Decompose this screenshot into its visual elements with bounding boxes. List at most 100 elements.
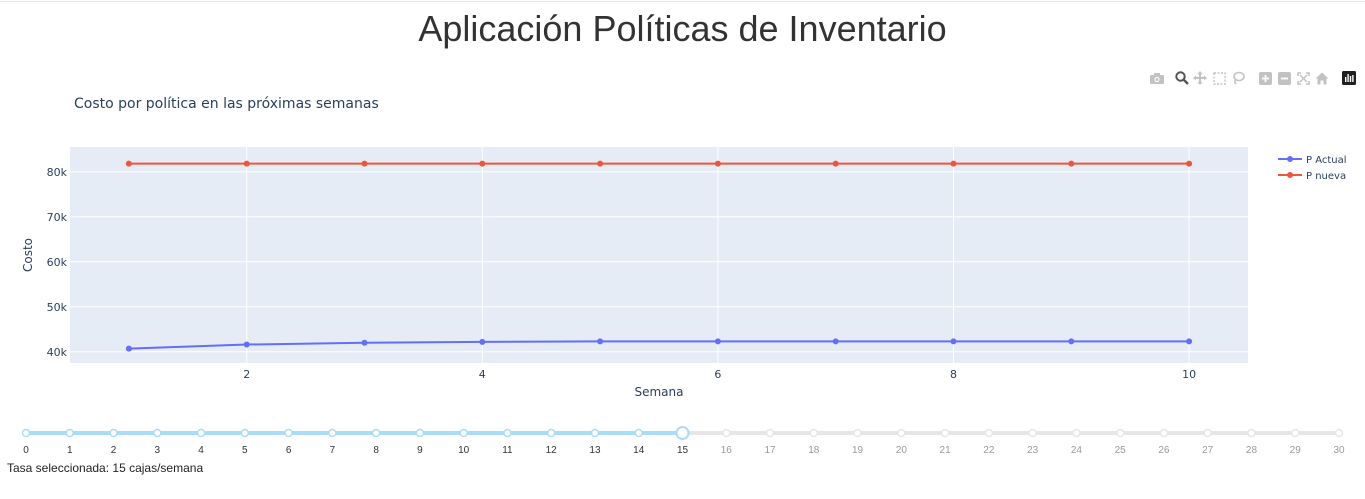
data-point-p-actual[interactable] [361,339,368,346]
slider-marks [21,428,1344,438]
legend-label: P Actual [1306,155,1347,166]
slider-tick-label: 12 [546,445,558,456]
data-point-p-actual[interactable] [243,341,250,348]
legend-item-p-nueva[interactable]: P nueva [1278,171,1346,182]
slider-tick-label: 16 [721,445,733,456]
data-point-p-nueva[interactable] [125,160,132,167]
x-axis-title: Semana [634,385,683,399]
slider-mark [634,428,643,438]
camera-icon[interactable] [1149,70,1165,86]
zoom-icon[interactable] [1174,70,1190,86]
slider-tick-label: 25 [1115,445,1127,456]
legend-label: P nueva [1306,171,1346,182]
slider-tick-label: 19 [852,445,864,456]
zoom-out-icon[interactable] [1276,70,1292,86]
slider-mark [809,428,819,438]
y-tick-label: 70k [47,211,68,224]
slider-mark [328,428,337,438]
top-divider [0,1,1365,2]
slider-mark [284,428,293,438]
slider-tick-label: 5 [242,445,248,456]
data-point-p-actual[interactable] [950,338,957,345]
pan-icon[interactable] [1192,70,1208,86]
data-point-p-actual[interactable] [479,338,486,345]
data-point-p-nueva[interactable] [1186,160,1193,167]
data-point-p-actual[interactable] [1186,338,1193,345]
reset-axes-icon[interactable] [1314,70,1330,86]
slider-mark [897,428,906,438]
line-chart: Costo por política en las próximas seman… [21,96,1347,399]
slider-tick-label: 14 [633,445,645,456]
slider-tick-label: 4 [198,445,204,456]
data-point-p-actual[interactable] [714,338,721,345]
data-point-p-actual[interactable] [597,338,604,345]
slider-tick-label: 10 [458,445,470,456]
selected-rate-text: Tasa seleccionada: 15 cajas/semana [7,461,204,475]
x-tick-label: 8 [950,368,957,381]
slider-tick-label: 13 [589,445,601,456]
x-axis-ticks: 2 4 6 8 10 [243,368,1196,381]
slider-mark [65,428,75,438]
x-tick-label: 10 [1182,368,1196,381]
slider-mark [853,428,862,438]
slider-tick-label: 22 [983,445,995,456]
y-tick-label: 80k [47,166,68,179]
slider-tick-label: 23 [1027,445,1039,456]
slider-mark [196,428,206,438]
data-point-p-nueva[interactable] [361,160,368,167]
slider-handle-knob[interactable] [675,426,690,440]
slider-mark [1159,428,1169,438]
slider-mark [153,428,162,438]
slider-mark [1290,428,1300,438]
lasso-icon[interactable] [1230,70,1246,86]
data-point-p-nueva[interactable] [950,160,957,167]
legend-item-p-actual[interactable]: P Actual [1278,155,1347,166]
y-tick-label: 60k [47,256,68,269]
legend-swatch-marker [1287,156,1293,162]
plot-area[interactable] [70,147,1248,363]
slider-tick-label: 29 [1290,445,1302,456]
slider-mark [940,428,950,438]
slider-tick-label: 6 [286,445,292,456]
legend: P Actual P nueva [1278,155,1347,182]
zoom-in-icon[interactable] [1257,70,1273,86]
slider-tick-label: 15 [677,445,689,456]
data-point-p-nueva[interactable] [479,160,486,167]
rate-slider[interactable]: 0 1 2 3 4 5 6 7 8 9 10 11 12 13 14 15 16 17 18 19 20 21 22 23 24… [0,420,1365,480]
y-axis-title: Costo [21,238,35,272]
data-point-p-actual[interactable] [125,345,132,352]
slider-mark [21,428,31,438]
slider-tick-label: 24 [1071,445,1083,456]
series-line-p-actual [128,340,1190,350]
box-select-icon[interactable] [1211,70,1227,86]
y-tick-label: 40k [47,346,68,359]
slider-mark [590,428,600,438]
slider-mark [109,428,118,438]
slider-mark [984,428,994,438]
slider-tick-label: 9 [417,445,423,456]
slider-handle[interactable] [675,426,690,440]
data-point-p-nueva[interactable] [1068,160,1075,167]
slider-tick-label: 26 [1158,445,1170,456]
y-axis-ticks: 40k 50k 60k 70k 80k [47,166,68,359]
slider-mark [240,428,250,438]
data-point-p-actual[interactable] [1068,338,1075,345]
slider-mark [371,428,381,438]
data-point-p-nueva[interactable] [243,160,250,167]
slider-mark [765,428,775,438]
autoscale-icon[interactable] [1295,70,1311,86]
slider-tick-label: 2 [111,445,117,456]
data-point-p-nueva[interactable] [832,160,839,167]
plotly-logo-icon[interactable] [1341,70,1357,86]
slider-mark [722,428,731,438]
data-point-p-actual[interactable] [832,338,839,345]
legend-swatch-marker [1287,172,1293,178]
slider-tick-label: 27 [1202,445,1214,456]
slider-mark [503,428,512,438]
series-layer [125,160,1193,352]
data-point-p-nueva[interactable] [714,160,721,167]
slider-tick-label: 8 [373,445,379,456]
data-point-p-nueva[interactable] [597,160,604,167]
slider-tick-label: 18 [808,445,820,456]
slider-tick-label: 3 [155,445,161,456]
